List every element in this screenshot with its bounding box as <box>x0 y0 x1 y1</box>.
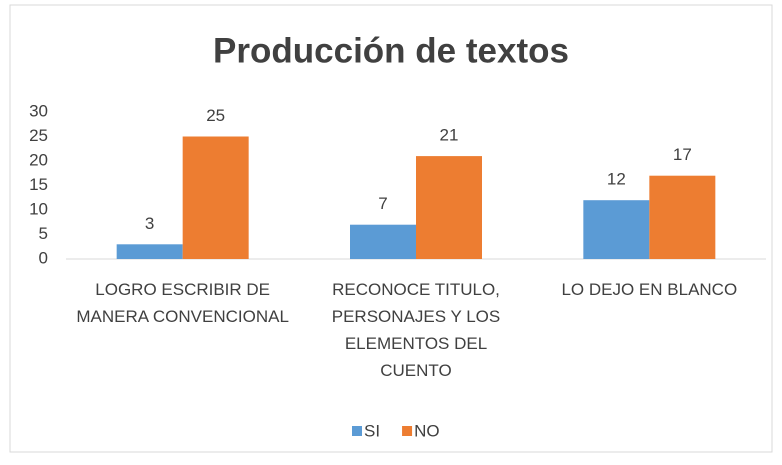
y-tick-label: 10 <box>29 199 48 218</box>
x-tick-label: LO DEJO EN BLANCO <box>561 280 738 299</box>
legend-label: NO <box>414 421 440 440</box>
y-tick-label: 20 <box>29 150 48 169</box>
x-tick-label: LOGRO ESCRIBIR DE MANERA CONVENCIONAL <box>76 280 289 326</box>
bar <box>182 136 249 259</box>
bar <box>649 175 716 259</box>
data-label: 17 <box>673 145 692 164</box>
y-tick-label: 30 <box>29 101 48 120</box>
y-tick-label: 15 <box>29 175 48 194</box>
legend-swatch <box>402 426 413 436</box>
data-label: 12 <box>607 170 626 189</box>
data-label: 3 <box>145 214 154 233</box>
legend-swatch <box>352 426 362 436</box>
bar <box>116 244 183 259</box>
data-label: 21 <box>440 126 459 145</box>
bar <box>416 156 482 259</box>
bar <box>350 224 416 259</box>
data-label: 7 <box>378 194 387 213</box>
chart-title: Producción de textos <box>213 31 569 70</box>
y-tick-label: 5 <box>39 224 48 243</box>
data-label: 25 <box>206 106 225 125</box>
legend-label: SI <box>364 421 380 440</box>
y-tick-label: 25 <box>29 126 48 145</box>
x-tick-label: RECONOCE TITULO, PERSONAJES Y LOS ELEMEN… <box>331 280 501 380</box>
bar <box>583 200 650 259</box>
y-tick-label: 0 <box>39 248 48 267</box>
